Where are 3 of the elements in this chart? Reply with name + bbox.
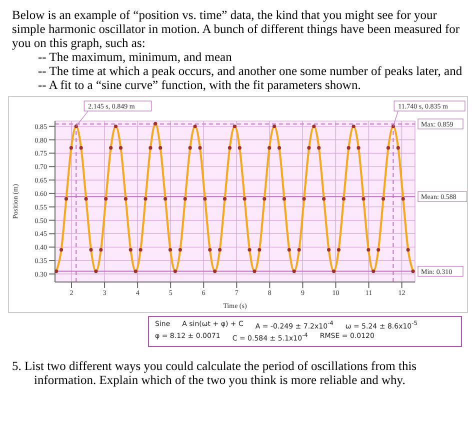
chart-title: Below is an example of “position vs. time” data, the kind that you might see for your simple harmonic oscillator in motion. A bunch of different things have been measured for you on this graph, such as: bbox=[12, 8, 461, 50]
chart-subtitle: -- The maximum, minimum, and mean -- The time at which a peak occurs, and another one some number of peaks later, and -- A fit to a “sine curve” function, with the fit parameters shown. bbox=[38, 50, 464, 92]
text: 5. List two different ways you could calculate the period of oscillations from this information. Explain which of the two you think is more reliable and why. bbox=[12, 358, 418, 387]
